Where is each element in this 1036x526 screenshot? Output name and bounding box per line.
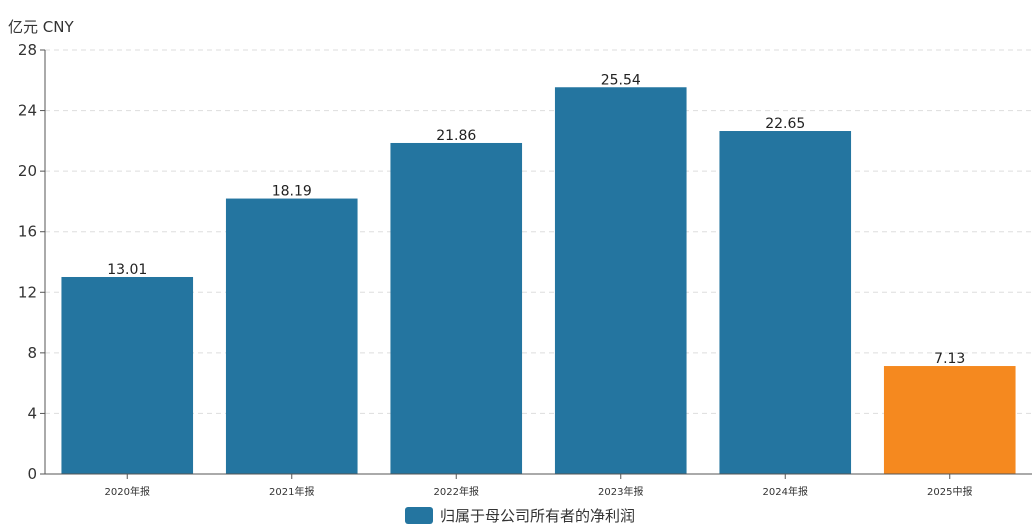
y-axis-unit-label: 亿元 CNY <box>8 18 74 36</box>
y-tick-label: 8 <box>27 344 37 362</box>
data-label: 13.01 <box>107 262 147 278</box>
bars <box>61 87 1016 474</box>
data-label: 18.19 <box>272 184 312 200</box>
bar[interactable] <box>883 366 1016 474</box>
y-tick-label: 24 <box>18 102 37 120</box>
y-axis-ticks: 0 4 8 12 16 20 24 28 <box>18 41 45 483</box>
data-label: 25.54 <box>601 72 641 88</box>
data-label: 21.86 <box>436 128 476 144</box>
x-tick-label: 2024年报 <box>763 485 808 498</box>
x-tick-label: 2020年报 <box>105 485 150 498</box>
bar[interactable] <box>225 198 358 474</box>
x-tick-label: 2021年报 <box>269 485 314 498</box>
y-tick-label: 12 <box>18 283 37 301</box>
y-tick-label: 20 <box>18 162 37 180</box>
gridlines <box>45 49 1032 414</box>
legend[interactable]: 归属于母公司所有者的净利润 <box>405 507 635 525</box>
x-tick-label: 2023年报 <box>598 485 643 498</box>
y-tick-label: 16 <box>18 223 37 241</box>
y-tick-label: 0 <box>27 465 37 483</box>
bar[interactable] <box>61 276 194 474</box>
x-tick-label: 2022年报 <box>434 485 479 498</box>
bar[interactable] <box>554 87 687 474</box>
legend-swatch[interactable] <box>405 507 433 524</box>
data-labels: 13.01 18.19 21.86 25.54 22.65 7.13 <box>107 72 965 367</box>
legend-label[interactable]: 归属于母公司所有者的净利润 <box>440 507 635 525</box>
data-label: 7.13 <box>934 351 965 367</box>
y-tick-label: 28 <box>18 41 37 59</box>
x-axis-ticks: 2020年报 2021年报 2022年报 2023年报 2024年报 2025中报 <box>105 474 972 498</box>
x-tick-label: 2025中报 <box>927 485 972 498</box>
data-label: 22.65 <box>765 116 805 132</box>
bar[interactable] <box>390 142 523 474</box>
bar[interactable] <box>719 131 852 474</box>
y-tick-label: 4 <box>27 404 37 422</box>
